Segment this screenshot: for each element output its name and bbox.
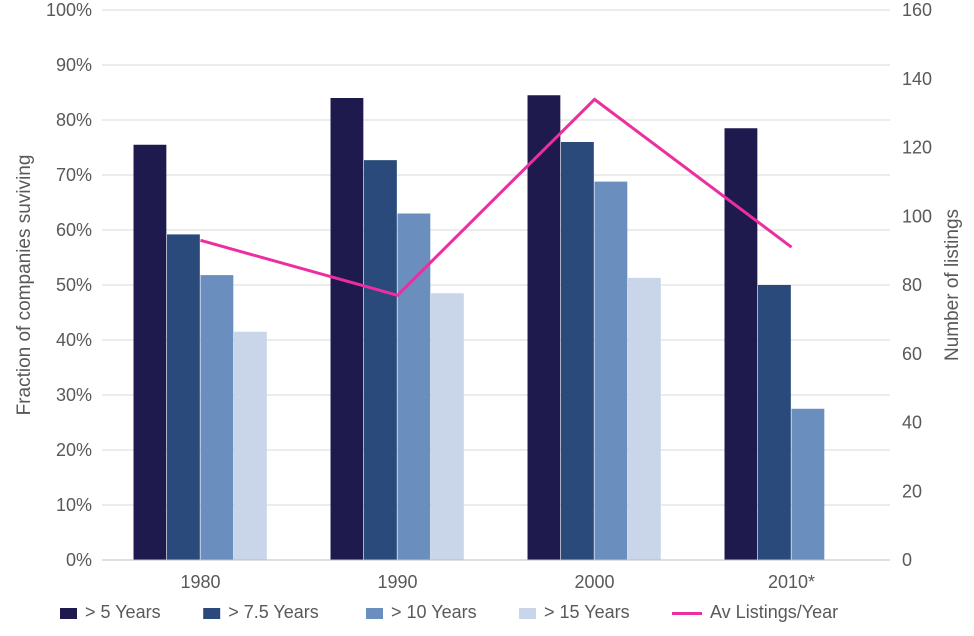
bar (134, 145, 167, 560)
y1-tick-label: 90% (56, 55, 92, 75)
y1-tick-label: 100% (46, 0, 92, 20)
y1-tick-label: 40% (56, 330, 92, 350)
y1-tick-label: 30% (56, 385, 92, 405)
legend-label: > 5 Years (85, 602, 161, 622)
y2-tick-label: 140 (902, 69, 932, 89)
bar (431, 293, 464, 560)
y2-axis-label: Number of listings (942, 209, 963, 361)
y1-axis-label: Fraction of companies suviving (14, 155, 35, 416)
y2-tick-label: 160 (902, 0, 932, 20)
bar (792, 409, 825, 560)
bar (167, 234, 200, 560)
x-tick-label: 2010* (768, 572, 815, 592)
y2-tick-label: 80 (902, 275, 922, 295)
chart-container: 0% 10% 20% 30% 40% 50% 60% 70% 80% 90% 100% 0 20 40 60… (0, 0, 974, 636)
y2-tick-label: 0 (902, 550, 912, 570)
bar (628, 278, 661, 560)
y1-tick-label: 60% (56, 220, 92, 240)
line-series (201, 99, 792, 295)
y2-tick-label: 20 (902, 481, 922, 501)
y1-tick-label: 80% (56, 110, 92, 130)
y2-tick-label: 60 (902, 344, 922, 364)
bar (364, 160, 397, 560)
x-tick-label: 1990 (377, 572, 417, 592)
legend-label: > 10 Years (391, 602, 477, 622)
bar (331, 98, 364, 560)
bar (561, 142, 594, 560)
legend-label: Av Listings/Year (710, 602, 838, 622)
legend-label: > 7.5 Years (228, 602, 319, 622)
x-tick-label: 1980 (180, 572, 220, 592)
y2-tick-label: 120 (902, 138, 932, 158)
bar (234, 332, 267, 560)
y2-tick-label: 40 (902, 413, 922, 433)
legend-label: > 15 Years (544, 602, 630, 622)
bar (201, 275, 234, 560)
y1-tick-label: 10% (56, 495, 92, 515)
bar (528, 95, 561, 560)
legend-swatch (203, 608, 220, 619)
y1-tick-label: 20% (56, 440, 92, 460)
legend-swatch (60, 608, 77, 619)
legend: > 5 Years > 7.5 Years > 10 Years > 15 Years… (60, 602, 838, 622)
y1-tick-label: 0% (66, 550, 92, 570)
y1-tick-label: 70% (56, 165, 92, 185)
bar (758, 285, 791, 560)
chart-svg: 0% 10% 20% 30% 40% 50% 60% 70% 80% 90% 100% 0 20 40 60… (0, 0, 974, 636)
bar (725, 128, 758, 560)
legend-swatch (366, 608, 383, 619)
x-tick-label: 2000 (574, 572, 614, 592)
bar (595, 182, 628, 560)
y2-tick-label: 100 (902, 206, 932, 226)
legend-swatch (519, 608, 536, 619)
y1-tick-label: 50% (56, 275, 92, 295)
